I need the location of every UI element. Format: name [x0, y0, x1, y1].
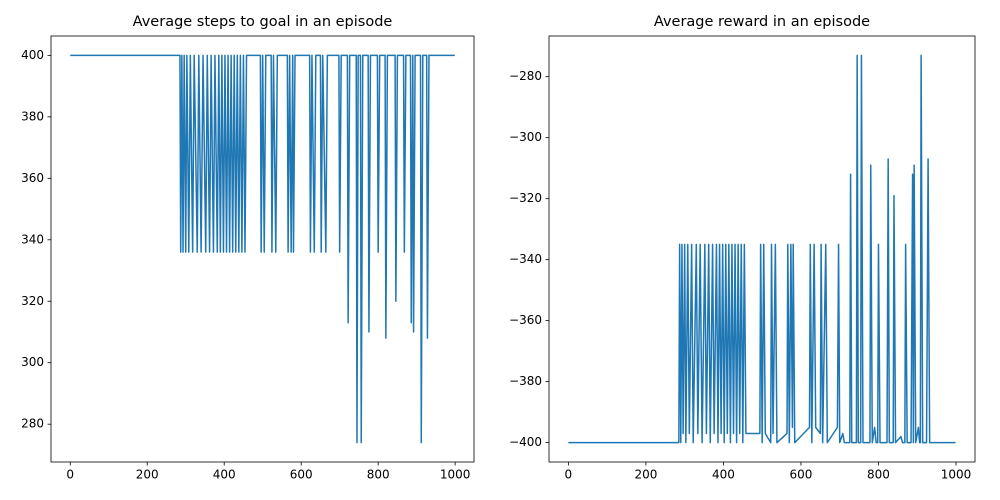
x-tick-label: 1000	[941, 468, 972, 482]
y-tick-label: −380	[509, 374, 542, 388]
x-tick-label: 0	[565, 468, 573, 482]
x-tick-label: 400	[712, 468, 735, 482]
y-tick-label: −280	[509, 69, 542, 83]
chart-title: Average reward in an episode	[654, 14, 870, 30]
y-tick-label: 380	[21, 109, 44, 123]
y-tick-label: 360	[21, 171, 44, 185]
x-tick-label: 800	[367, 468, 390, 482]
x-tick-label: 1000	[440, 468, 471, 482]
y-tick-label: 300	[21, 355, 44, 369]
axes-frame	[50, 35, 475, 463]
y-tick-label: −340	[509, 252, 542, 266]
data-line	[568, 54, 956, 444]
chart-title: Average steps to goal in an episode	[133, 14, 393, 30]
x-tick-label: 200	[634, 468, 657, 482]
y-tick-label: 340	[21, 232, 44, 246]
data-line	[70, 54, 455, 444]
y-tick-label: −360	[509, 313, 542, 327]
x-tick-label: 200	[136, 468, 159, 482]
x-tick-label: 0	[66, 468, 74, 482]
x-tick-label: 400	[213, 468, 236, 482]
y-tick-label: −400	[509, 435, 542, 449]
y-tick-label: 280	[21, 417, 44, 431]
x-tick-label: 600	[290, 468, 313, 482]
axes-frame	[548, 35, 976, 463]
y-tick-label: −300	[509, 130, 542, 144]
y-tick-label: 320	[21, 294, 44, 308]
y-tick-label: 400	[21, 48, 44, 62]
x-tick-label: 800	[867, 468, 890, 482]
y-tick-label: −320	[509, 191, 542, 205]
x-tick-label: 600	[790, 468, 813, 482]
